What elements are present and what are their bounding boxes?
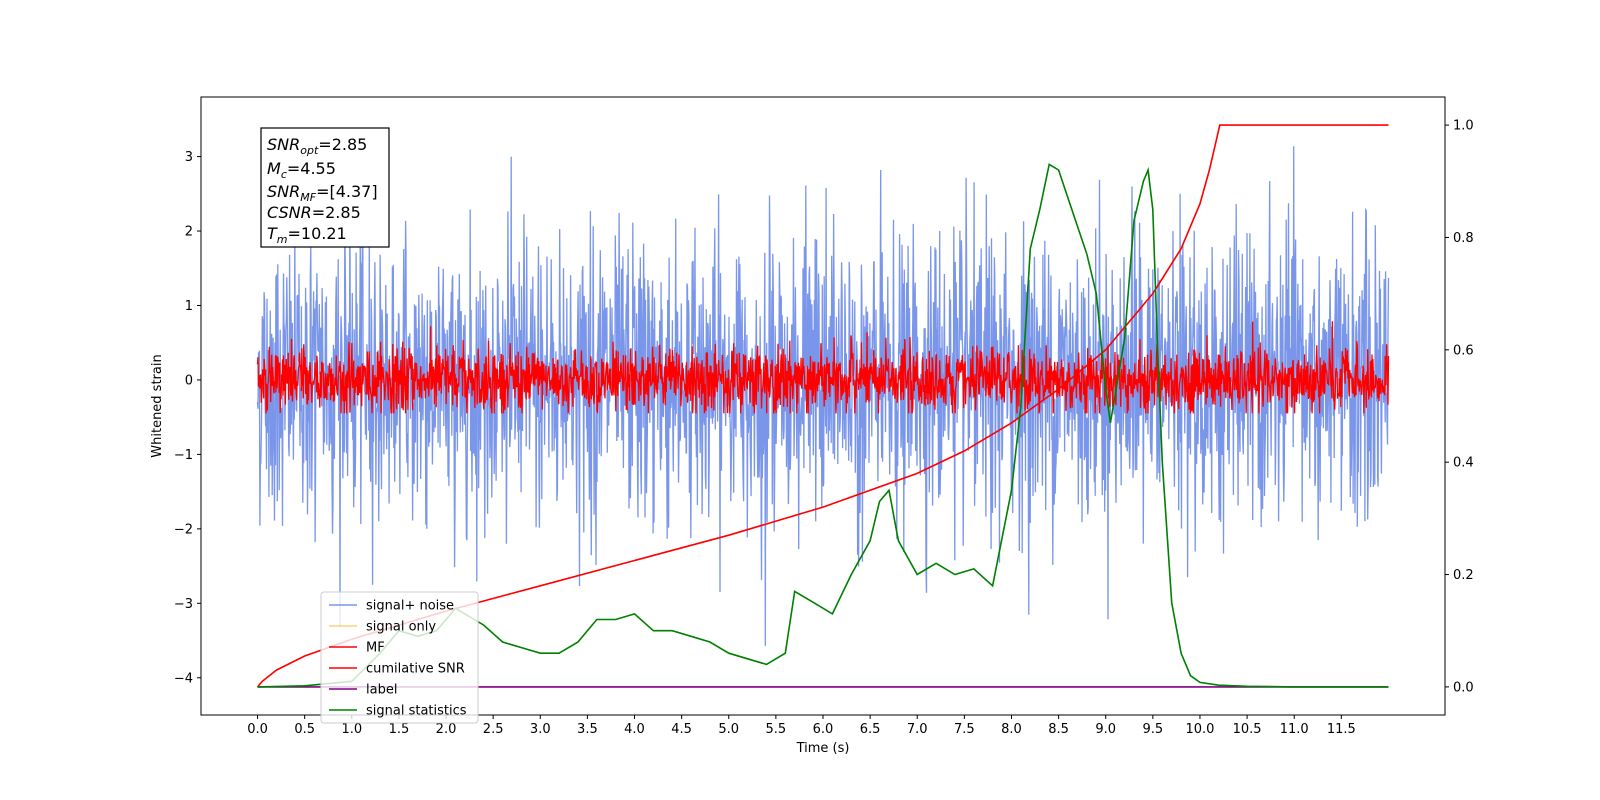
x-tick-label: 4.0: [624, 722, 645, 737]
x-tick-label: 5.5: [766, 722, 787, 737]
y-axis-label: Whitened strain: [150, 354, 165, 457]
y-left-tick-label: 1: [185, 299, 193, 314]
x-tick-label: 2.5: [483, 722, 504, 737]
x-tick-label: 1.5: [389, 722, 410, 737]
y-right-tick-label: 1.0: [1453, 119, 1474, 134]
y-left-tick-label: 0: [185, 373, 193, 388]
legend-entry: MF: [366, 641, 385, 656]
annotation-tm: Tm=10.21: [267, 224, 347, 246]
annotation-snr-opt: SNRopt=2.85: [267, 135, 367, 157]
y-axis-left: 3 2 1 0 −1 −2 −3 −4: [174, 150, 201, 686]
x-tick-label: 8.5: [1048, 722, 1069, 737]
x-tick-label: 1.0: [341, 722, 362, 737]
x-tick-label: 4.5: [671, 722, 692, 737]
x-tick-label: 9.0: [1095, 722, 1116, 737]
x-tick-label: 6.5: [860, 722, 881, 737]
x-tick-label: 11.0: [1280, 722, 1309, 737]
x-tick-label: 3.0: [530, 722, 551, 737]
x-tick-label: 3.5: [577, 722, 598, 737]
x-tick-label: 5.0: [718, 722, 739, 737]
annotation-box: SNRopt=2.85 Mc=4.55 SNRMF=[4.37] CSNR=2.…: [260, 127, 390, 248]
y-left-tick-label: −2: [174, 522, 193, 537]
y-left-tick-label: −3: [174, 597, 193, 612]
y-right-tick-label: 0.0: [1453, 680, 1474, 695]
annotation-snr-mf: SNRMF=[4.37]: [267, 182, 378, 204]
x-tick-label: 8.0: [1001, 722, 1022, 737]
legend: signal+ noise signal only MF cumilative SNR…: [320, 591, 479, 724]
series-signal-statistics: [257, 163, 1389, 688]
x-tick-label: 10.5: [1233, 722, 1262, 737]
series-signal-noise: [256, 146, 1390, 646]
y-right-tick-label: 0.2: [1453, 568, 1474, 583]
y-right-tick-label: 0.6: [1453, 343, 1474, 358]
y-right-tick-label: 0.4: [1453, 456, 1474, 471]
series-mf: [256, 321, 1390, 414]
y-axis-right: 1.0 0.8 0.6 0.4 0.2 0.0: [1445, 119, 1474, 695]
annotation-mc: Mc=4.55: [267, 159, 336, 181]
legend-entry: cumilative SNR: [366, 662, 465, 677]
y-left-tick-label: 2: [185, 225, 193, 240]
y-left-tick-label: −1: [174, 448, 193, 463]
x-tick-label: 2.0: [436, 722, 457, 737]
x-tick-label: 0.0: [247, 722, 268, 737]
x-tick-label: 10.0: [1185, 722, 1214, 737]
legend-entry: signal+ noise: [366, 599, 454, 614]
x-tick-label: 7.5: [954, 722, 975, 737]
x-tick-label: 7.0: [907, 722, 928, 737]
x-axis: 0.0 0.5 1.0 1.5 2.0 2.5 3.0 3.5 4.0 4.5 5.0 5.5 6.0 6…: [247, 715, 1356, 737]
x-axis-label: Time (s): [796, 741, 850, 756]
legend-entry: signal statistics: [366, 704, 467, 719]
legend-entry: signal only: [366, 620, 436, 635]
y-right-tick-label: 0.8: [1453, 231, 1474, 246]
x-tick-label: 6.0: [813, 722, 834, 737]
x-tick-label: 11.5: [1327, 722, 1356, 737]
y-left-tick-label: 3: [185, 150, 193, 165]
y-left-tick-label: −4: [174, 671, 193, 686]
x-tick-label: 9.5: [1143, 722, 1164, 737]
legend-entry: label: [366, 683, 397, 698]
x-tick-label: 0.5: [294, 722, 315, 737]
annotation-csnr: CSNR=2.85: [267, 203, 361, 222]
